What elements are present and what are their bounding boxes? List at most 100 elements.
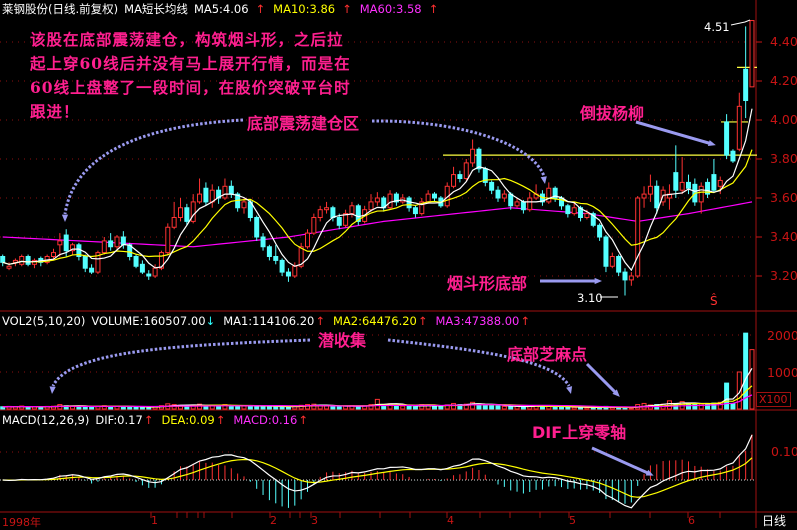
candle-body bbox=[476, 148, 482, 170]
volume-bar bbox=[508, 406, 514, 410]
uproot-willow-arrow bbox=[635, 120, 713, 146]
volume-bar bbox=[279, 406, 285, 410]
candle-body bbox=[622, 271, 628, 281]
candle-body bbox=[673, 172, 679, 191]
candle-body bbox=[298, 246, 304, 267]
volume-bar bbox=[501, 405, 507, 410]
pipe-bottom-label: 烟斗形底部 bbox=[447, 274, 528, 293]
candle-body bbox=[584, 213, 590, 219]
vol-ma1: MA1:114106.20 bbox=[223, 314, 315, 328]
volume-bar bbox=[38, 406, 44, 410]
candle-body bbox=[520, 201, 526, 211]
candle-body bbox=[736, 105, 742, 150]
price-tick: 3.80 bbox=[770, 151, 797, 166]
ma5-value: MA5:4.06 bbox=[193, 2, 249, 16]
indicator-name: MA短长均线 bbox=[124, 2, 188, 16]
arrow-head-icon bbox=[645, 469, 654, 476]
up-arrow-icon: ↑ bbox=[428, 2, 439, 16]
volume-header: VOL2(5,10,20) VOLUME:160507.00↓ MA1:114106… bbox=[2, 314, 538, 328]
volume-bar bbox=[698, 403, 704, 410]
ma10-value: MA10:3.86 bbox=[273, 2, 336, 16]
candle-body bbox=[203, 187, 209, 203]
up-arrow-icon: ↑ bbox=[315, 314, 325, 328]
candle-body bbox=[266, 246, 272, 257]
candle-body bbox=[216, 189, 222, 199]
volume-bar bbox=[311, 403, 317, 410]
candle-body bbox=[527, 197, 533, 211]
candle-body bbox=[686, 181, 691, 189]
volume-bar bbox=[730, 402, 736, 410]
volume-bar bbox=[146, 406, 152, 410]
candle-body bbox=[108, 240, 114, 248]
price-tick: 3.60 bbox=[770, 190, 797, 205]
volume-bar bbox=[743, 332, 749, 410]
candle-body bbox=[165, 226, 171, 254]
candle-body bbox=[749, 20, 755, 88]
date-label: 2 bbox=[270, 514, 277, 527]
dif-cross-arrow bbox=[591, 446, 651, 476]
candle-body bbox=[311, 217, 317, 234]
arrow-head-icon bbox=[612, 389, 620, 397]
candle-body bbox=[705, 181, 711, 195]
volume-bar bbox=[451, 402, 457, 410]
up-arrow-icon: ↑ bbox=[255, 2, 266, 16]
candle-body bbox=[355, 205, 361, 222]
candle-body bbox=[101, 240, 107, 254]
candle-body bbox=[743, 68, 749, 102]
candle-body bbox=[374, 197, 380, 203]
signal-marker: Ŝ bbox=[710, 294, 718, 308]
candle-body bbox=[336, 217, 342, 226]
up-arrow-icon: ↑ bbox=[215, 413, 226, 427]
volume-bar bbox=[749, 349, 755, 410]
candle-body bbox=[451, 174, 457, 187]
candle-body bbox=[425, 193, 431, 203]
volume-bar bbox=[406, 405, 412, 410]
note-line: 该股在底部震荡建仓，构筑烟斗形，之后拉 bbox=[30, 30, 344, 49]
candle-body bbox=[470, 148, 476, 164]
note-line: 起上穿60线后并没有马上展开行情，而是在 bbox=[30, 54, 351, 73]
dif-cross-label: DIF上穿零轴 bbox=[532, 423, 627, 442]
period-button[interactable]: 日线 bbox=[762, 514, 787, 528]
low-price-label: 3.10 bbox=[577, 291, 603, 305]
candle-body bbox=[285, 271, 291, 277]
candle-body bbox=[628, 275, 634, 281]
candle-body bbox=[70, 244, 76, 252]
up-arrow-icon: ↑ bbox=[143, 413, 154, 427]
candle-body bbox=[654, 185, 660, 209]
candle-body bbox=[343, 213, 349, 226]
volume-bar bbox=[247, 405, 253, 410]
candle-body bbox=[6, 265, 12, 269]
candle-body bbox=[292, 265, 298, 277]
ma10-line bbox=[2, 149, 753, 265]
date-label: 5 bbox=[569, 514, 576, 527]
volume-bar bbox=[330, 405, 336, 410]
candle-body bbox=[641, 193, 647, 199]
candle-body bbox=[552, 187, 558, 199]
candle-body bbox=[412, 207, 418, 215]
candle-body bbox=[711, 174, 717, 191]
candle-body bbox=[279, 259, 285, 273]
candle-body bbox=[546, 187, 552, 203]
candle-body bbox=[603, 236, 609, 267]
candle-body bbox=[89, 267, 95, 273]
candle-body bbox=[178, 207, 183, 218]
macd-tick: 0.10 bbox=[771, 444, 797, 459]
ma60-value: MA60:3.58 bbox=[359, 2, 422, 16]
volume-bar bbox=[368, 404, 374, 410]
volume-bar bbox=[216, 405, 222, 410]
volume-bar bbox=[266, 405, 272, 410]
candle-body bbox=[508, 193, 514, 207]
candle-body bbox=[63, 234, 69, 252]
candle-body bbox=[152, 267, 158, 277]
volume-bar bbox=[559, 406, 564, 410]
candle-body bbox=[146, 273, 152, 277]
candle-body bbox=[25, 256, 31, 265]
up-arrow-icon: ↑ bbox=[520, 314, 530, 328]
candle-body bbox=[590, 213, 596, 226]
volume-bar bbox=[89, 406, 95, 410]
candle-body bbox=[254, 217, 260, 238]
candle-body bbox=[51, 252, 56, 258]
volume-bar bbox=[133, 406, 139, 410]
candle-body bbox=[324, 207, 330, 211]
